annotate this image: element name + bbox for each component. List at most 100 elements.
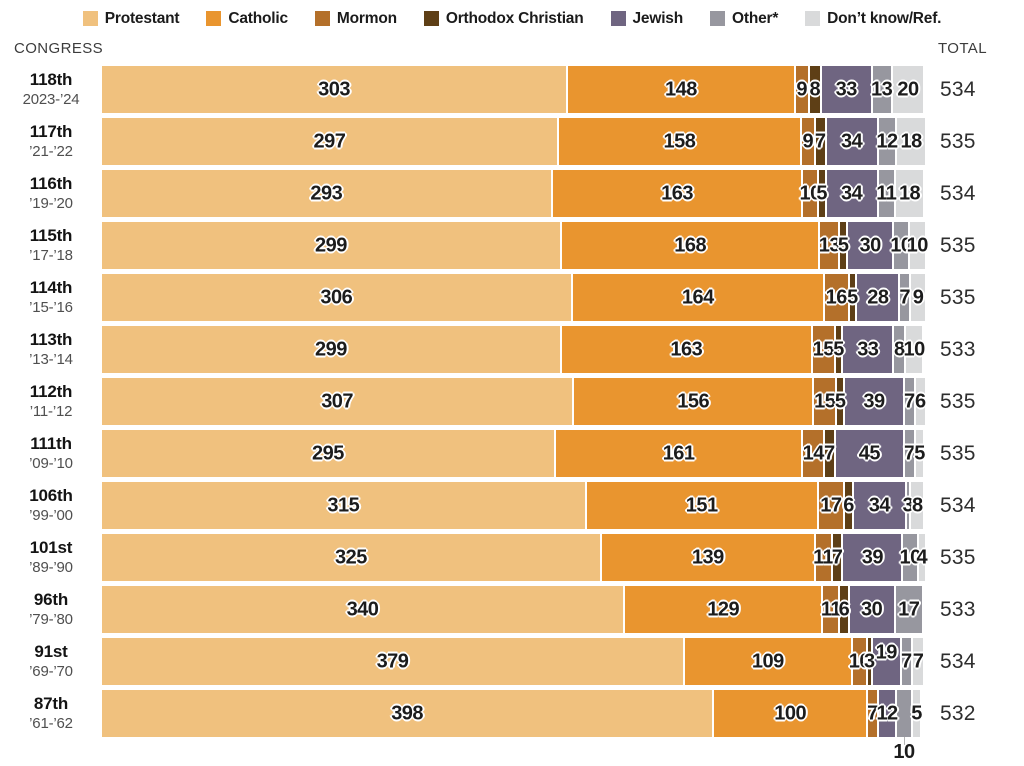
row-label: 114th ’15-’16 xyxy=(0,274,102,321)
bar-segment-mormon: 11 xyxy=(820,586,842,633)
legend-item-dont-know: Don’t know/Ref. xyxy=(805,10,941,28)
bar-segment-orthodox-christian: 8 xyxy=(809,66,822,113)
row-total: 532 xyxy=(940,702,976,725)
segment-value: 5 xyxy=(914,442,925,464)
bar-segment-catholic: 100 xyxy=(714,690,869,737)
row-total: 535 xyxy=(940,286,976,309)
stacked-bar-chart: 118th 2023-’24 303 148 9 8 33 13 20 534 117th ’21-’… xyxy=(0,66,1024,763)
congress-number: 117th xyxy=(29,122,73,141)
row-total: 535 xyxy=(940,442,976,465)
segment-value: 11 xyxy=(820,598,842,620)
stacked-bar: 398 100 7 12 10 5 xyxy=(102,690,925,763)
segment-value: 33 xyxy=(857,338,879,360)
bar-segment-catholic: 139 xyxy=(601,534,816,581)
bar-segment-orthodox-christian: 6 xyxy=(839,586,850,633)
row-label: 96th ’79-’80 xyxy=(0,586,102,633)
bar-segment-dont-know: 7 xyxy=(912,638,924,685)
segment-value: 299 xyxy=(315,234,347,256)
bar-segment-jewish: 39 xyxy=(843,534,904,581)
bar-segment-catholic: 109 xyxy=(685,638,853,685)
bar-segment-dont-know: 18 xyxy=(897,118,925,165)
legend-label: Catholic xyxy=(228,9,288,27)
congress-years: ’19-’20 xyxy=(29,195,73,212)
segment-value: 12 xyxy=(876,130,898,152)
legend-item-mormon: Mormon xyxy=(314,10,397,28)
bar-segment-protestant: 293 xyxy=(102,170,553,217)
bar-segment-dont-know: 9 xyxy=(911,274,925,321)
bar-segment-jewish: 28 xyxy=(857,274,901,321)
congress-years: ’15-’16 xyxy=(29,299,73,316)
row-label: 113th ’13-’14 xyxy=(0,326,102,373)
bar-segment-jewish: 30 xyxy=(849,586,896,633)
row-label: 116th ’19-’20 xyxy=(0,170,102,217)
stacked-bar: 295 161 14 7 45 7 5 xyxy=(102,430,925,477)
bar-segment-other: 11 xyxy=(876,170,897,217)
congress-column-header: CONGRESS xyxy=(14,40,104,57)
segment-value: 14 xyxy=(802,442,825,464)
legend-label: Protestant xyxy=(104,9,180,27)
dont-know-swatch xyxy=(805,11,821,26)
segment-value: 156 xyxy=(677,390,710,412)
segment-value: 19 xyxy=(875,641,898,663)
bar-segment-other: 7 xyxy=(904,430,916,477)
bar-segment-jewish: 34 xyxy=(854,482,907,529)
segment-value: 7 xyxy=(904,390,915,412)
bar-segment-protestant: 325 xyxy=(102,534,602,581)
stacked-bar: 325 139 11 7 39 10 4 xyxy=(102,534,928,581)
congress-row: 113th ’13-’14 299 163 15 5 33 8 10 533 xyxy=(0,326,1024,373)
segment-value: 100 xyxy=(774,702,807,724)
segment-value: 39 xyxy=(863,390,885,412)
segment-value: 163 xyxy=(661,182,694,204)
jewish-swatch xyxy=(610,11,626,26)
congress-years: ’09-’10 xyxy=(29,455,73,472)
segment-value: 164 xyxy=(681,286,714,308)
segment-value: 34 xyxy=(841,130,863,152)
bar-segment-mormon: 9 xyxy=(795,66,810,113)
bar-segment-dont-know: 18 xyxy=(895,170,924,217)
bar-segment-mormon: 13 xyxy=(819,222,840,269)
bar-segment-mormon: 7 xyxy=(867,690,879,737)
bar-segment-dont-know: 4 xyxy=(916,534,928,581)
row-label: 87th ’61-’62 xyxy=(0,690,102,737)
bar-segment-jewish: 34 xyxy=(826,118,879,165)
segment-value: 20 xyxy=(897,78,919,100)
segment-value: 293 xyxy=(310,182,343,204)
segment-value: 13 xyxy=(871,78,893,100)
segment-value: 8 xyxy=(809,78,821,100)
bar-segment-orthodox-christian: 5 xyxy=(835,378,846,425)
bar-segment-other: 10 xyxy=(893,690,915,763)
callout-tick xyxy=(903,737,905,745)
legend-label: Jewish xyxy=(632,9,684,27)
bar-segment-other: 8 xyxy=(894,326,907,373)
bar-segment-other: 7 xyxy=(901,638,913,685)
congress-row: 96th ’79-’80 340 129 11 6 30 17 533 xyxy=(0,586,1024,633)
bar-segment-jewish: 45 xyxy=(835,430,905,477)
segment-value: 158 xyxy=(663,130,696,152)
segment-value: 3 xyxy=(864,650,875,672)
segment-value: 30 xyxy=(859,234,881,256)
stacked-bar: 315 151 17 6 34 3 8 xyxy=(102,482,925,529)
row-total: 535 xyxy=(940,546,976,569)
segment-value: 295 xyxy=(311,442,344,464)
bar-segment-protestant: 306 xyxy=(102,274,573,321)
row-label: 101st ’89-’90 xyxy=(0,534,102,581)
congress-number: 112th xyxy=(29,382,73,401)
segment-value: 10 xyxy=(903,338,926,360)
bar-segment-catholic: 163 xyxy=(552,170,804,217)
segment-value: 303 xyxy=(318,78,350,100)
bar-segment-jewish: 30 xyxy=(848,222,895,269)
segment-value: 7 xyxy=(831,546,843,568)
congress-number: 101st xyxy=(29,538,73,557)
segment-value: 10 xyxy=(848,650,871,672)
segment-value: 307 xyxy=(321,390,354,412)
segment-value: 3 xyxy=(902,494,914,516)
bar-segment-protestant: 307 xyxy=(102,378,575,425)
legend: Protestant Catholic Mormon Orthodox Chri… xyxy=(0,0,1024,30)
bar-segment-jewish: 34 xyxy=(826,170,879,217)
segment-value: 4 xyxy=(916,546,928,568)
segment-value: 12 xyxy=(876,702,898,724)
congress-years: ’61-’62 xyxy=(29,715,73,732)
row-total: 534 xyxy=(940,494,976,517)
segment-value: 5 xyxy=(833,338,844,360)
bar-segment-protestant: 295 xyxy=(102,430,556,477)
